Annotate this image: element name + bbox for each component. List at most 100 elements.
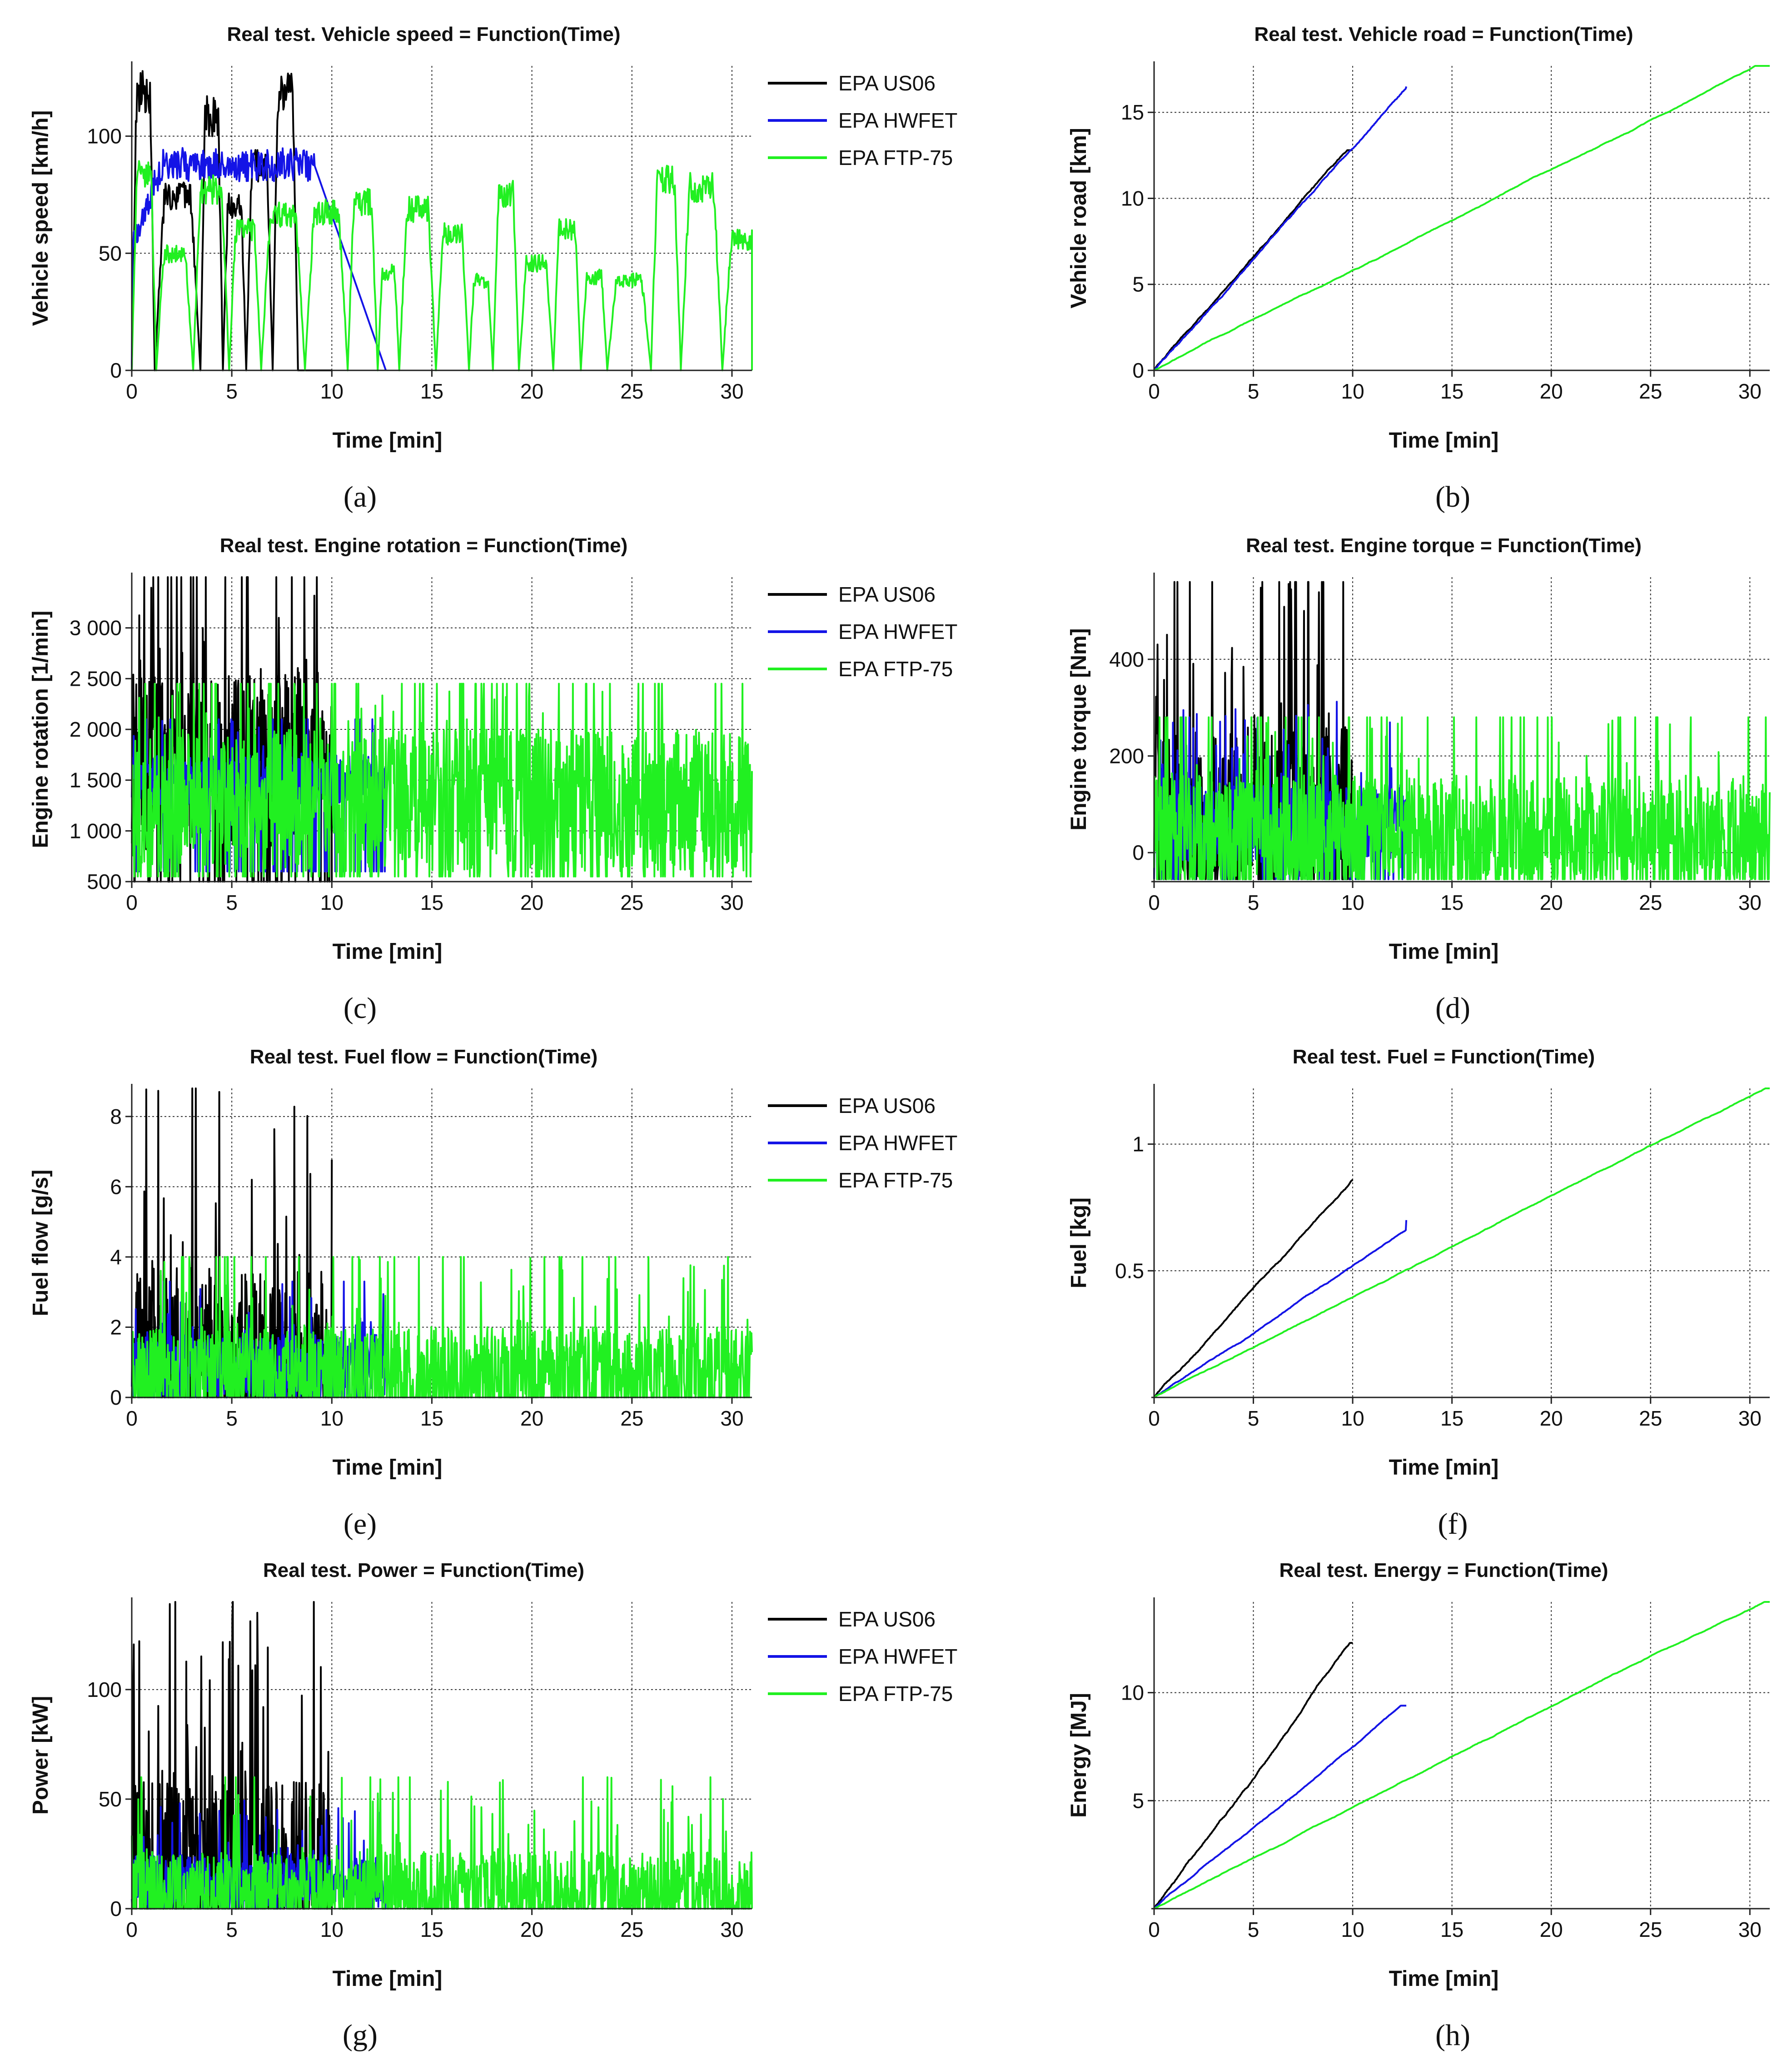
y-tick-label: 100 [87,1678,122,1701]
x-tick-label: 10 [320,1407,343,1430]
x-tick-label: 10 [1341,1407,1364,1430]
legend-label: EPA FTP-75 [838,657,953,681]
y-tick-label: 0.5 [1115,1259,1144,1282]
panel-caption: (c) [343,992,377,1025]
x-tick-label: 30 [1738,1407,1762,1430]
x-tick-label: 20 [1540,379,1563,403]
x-tick-label: 15 [1440,1407,1463,1430]
x-axis-label: Time [min] [1389,940,1499,964]
y-tick-label: 3 000 [70,616,122,640]
legend-label: EPA FTP-75 [838,146,953,170]
x-tick-label: 20 [1540,891,1563,914]
series-line-epa-ftp-75 [131,1776,753,1910]
x-tick-label: 20 [520,1918,543,1941]
x-tick-label: 5 [226,1918,238,1941]
y-tick-label: 4 [110,1245,122,1269]
legend: EPA US06 EPA HWFET EPA FTP-75 [768,71,957,170]
x-tick-label: 30 [720,379,743,403]
legend-label: EPA US06 [838,583,936,606]
x-axis-label: Time [min] [333,940,443,964]
x-tick-label: 5 [226,891,238,914]
y-axis-label: Fuel flow [g/s] [29,1170,53,1317]
x-tick-label: 20 [520,891,543,914]
legend-label: EPA HWFET [838,620,957,643]
x-tick-label: 10 [1341,1918,1364,1941]
x-tick-label: 30 [1738,1918,1762,1941]
series-line-epa-ftp-75 [131,683,753,878]
y-tick-label: 1 000 [70,819,122,843]
series-line-epa-ftp-75 [131,1256,753,1398]
series-line-epa-us06 [1153,1179,1354,1398]
chart-g: Real test. Power = Function(Time) 0 5 10 15 2… [29,1559,957,2052]
y-tick-label: 10 [1121,1681,1144,1705]
chart-title: Real test. Engine rotation = Function(Ti… [220,534,628,557]
x-tick-label: 15 [420,891,443,914]
series-line-epa-hwfet [1154,1220,1408,1398]
x-tick-label: 15 [1440,1918,1463,1941]
y-tick-label: 10 [1121,186,1144,210]
x-tick-label: 0 [1148,1918,1160,1941]
x-tick-label: 20 [520,379,543,403]
x-tick-label: 25 [1639,379,1662,403]
chart-b: Real test. Vehicle road = Function(Time)… [1067,23,1770,514]
y-tick-label: 100 [87,125,122,148]
y-tick-label: 0 [110,1386,122,1409]
x-tick-label: 10 [320,891,343,914]
chart-title: Real test. Energy = Function(Time) [1279,1559,1608,1581]
y-axis-label: Fuel [kg] [1067,1197,1091,1288]
legend-label: EPA HWFET [838,1131,957,1155]
legend-label: EPA FTP-75 [838,1682,953,1706]
chart-f: Real test. Fuel = Function(Time) 0 5 10 15 20… [1067,1046,1770,1541]
x-tick-label: 25 [620,891,643,914]
series-line-epa-us06 [131,70,332,371]
x-tick-label: 0 [1148,379,1160,403]
legend: EPA US06 EPA HWFET EPA FTP-75 [768,1607,957,1706]
x-tick-label: 30 [1738,379,1762,403]
x-axis-label: Time [min] [1389,429,1499,453]
series-line-epa-us06 [1153,1642,1353,1909]
x-axis-label: Time [min] [333,1967,443,1991]
y-tick-label: 0 [1132,841,1144,864]
y-tick-label: 200 [1109,744,1144,768]
y-axis-label: Engine torque [Nm] [1067,628,1091,830]
y-tick-label: 0 [1132,359,1144,382]
legend-label: EPA FTP-75 [838,1168,953,1192]
x-tick-label: 5 [1248,1918,1259,1941]
x-tick-label: 25 [1639,1407,1662,1430]
legend-label: EPA HWFET [838,1645,957,1668]
y-tick-label: 8 [110,1105,122,1128]
x-tick-label: 30 [720,1918,743,1941]
y-tick-label: 6 [110,1175,122,1198]
series-line-epa-us06 [1153,149,1353,371]
panel-caption: (f) [1438,1507,1468,1541]
x-tick-label: 30 [720,891,743,914]
series-line-epa-hwfet [1153,86,1408,371]
x-tick-label: 30 [720,1407,743,1430]
series-line-epa-ftp-75 [131,160,753,371]
x-tick-label: 0 [1148,1407,1160,1430]
panel-caption: (h) [1435,2019,1470,2052]
y-tick-label: 2 500 [70,667,122,690]
chart-title: Real test. Fuel flow = Function(Time) [250,1046,598,1068]
legend: EPA US06 EPA HWFET EPA FTP-75 [768,1094,957,1192]
chart-d: Real test. Engine torque = Function(Time… [1067,534,1771,1025]
x-tick-label: 15 [420,1918,443,1941]
legend-label: EPA HWFET [838,109,957,132]
x-tick-label: 0 [126,1918,138,1941]
x-tick-label: 15 [420,379,443,403]
y-tick-label: 5 [1132,1789,1144,1812]
y-axis-label: Power [kW] [29,1696,53,1815]
panel-caption: (g) [343,2019,378,2052]
y-tick-label: 5 [1132,273,1144,296]
series-line-epa-hwfet [1153,1705,1407,1910]
legend-label: EPA US06 [838,1094,936,1117]
series-line-epa-hwfet [131,147,387,371]
x-tick-label: 25 [1639,891,1662,914]
chart-title: Real test. Vehicle speed = Function(Time… [227,23,621,45]
y-tick-label: 2 [110,1315,122,1339]
x-tick-label: 5 [1248,1407,1259,1430]
y-tick-label: 50 [99,241,122,265]
x-tick-label: 20 [1540,1407,1563,1430]
chart-title: Real test. Fuel = Function(Time) [1293,1046,1595,1068]
legend: EPA US06 EPA HWFET EPA FTP-75 [768,583,957,681]
